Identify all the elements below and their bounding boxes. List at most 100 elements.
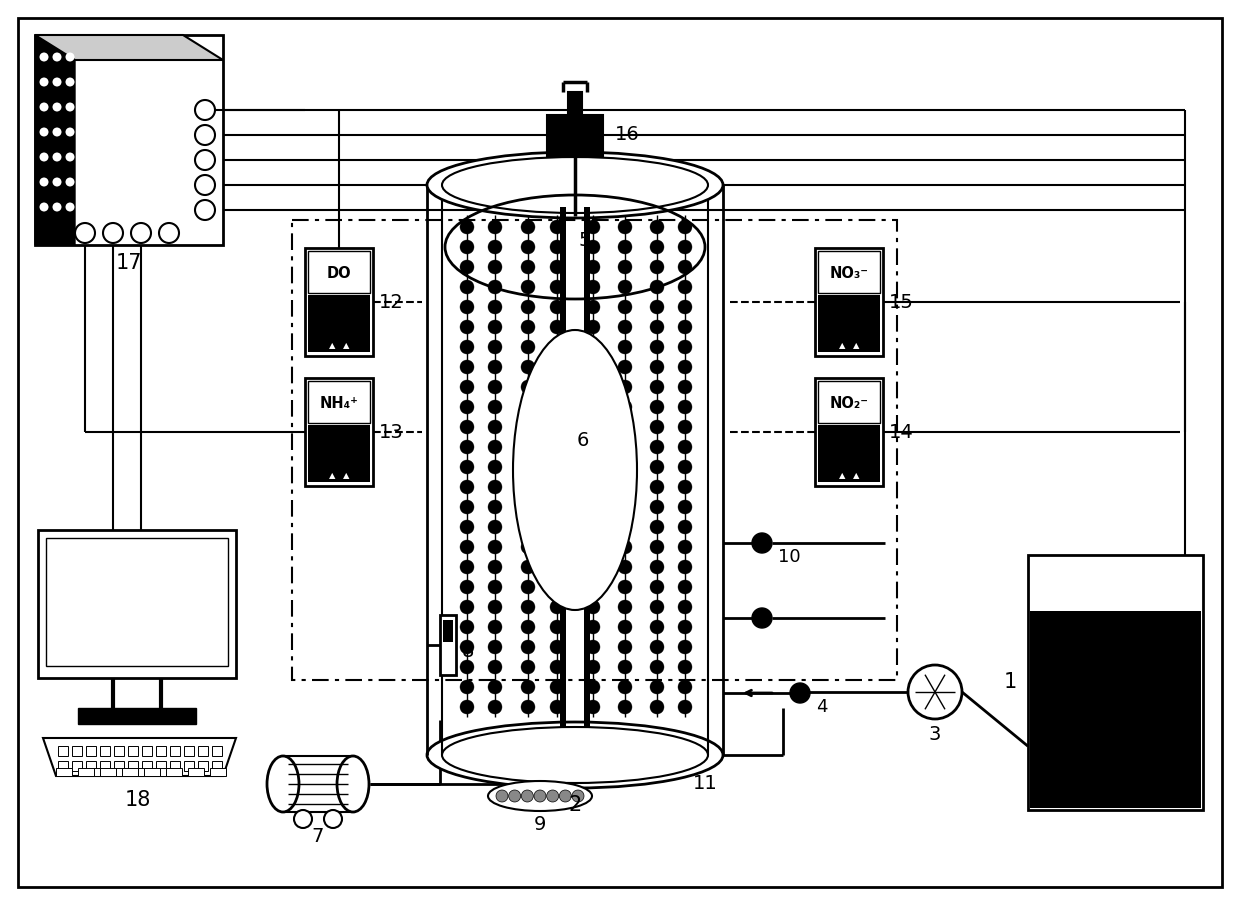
Circle shape	[195, 125, 215, 145]
Circle shape	[551, 440, 564, 454]
Text: ▲: ▲	[853, 341, 859, 350]
Circle shape	[521, 320, 534, 334]
Circle shape	[521, 240, 534, 254]
Circle shape	[460, 260, 474, 274]
Bar	[114, 761, 124, 771]
Circle shape	[460, 680, 474, 694]
Circle shape	[324, 810, 342, 828]
Circle shape	[618, 660, 632, 674]
Bar	[156, 746, 166, 756]
Circle shape	[650, 340, 663, 354]
Circle shape	[551, 380, 564, 394]
Circle shape	[460, 580, 474, 594]
Circle shape	[551, 300, 564, 314]
Ellipse shape	[427, 152, 723, 218]
Bar	[58, 746, 68, 756]
Circle shape	[521, 560, 534, 574]
Circle shape	[551, 240, 564, 254]
Circle shape	[521, 790, 533, 802]
Bar	[100, 768, 117, 776]
Circle shape	[489, 520, 502, 534]
Circle shape	[460, 320, 474, 334]
Circle shape	[66, 78, 74, 87]
Circle shape	[650, 560, 663, 574]
Circle shape	[521, 520, 534, 534]
Circle shape	[40, 128, 48, 137]
Text: ▲: ▲	[853, 472, 859, 481]
Circle shape	[66, 153, 74, 161]
Bar	[170, 761, 180, 771]
Circle shape	[587, 400, 600, 414]
Circle shape	[650, 360, 663, 374]
Bar	[305, 378, 373, 486]
Bar	[128, 746, 138, 756]
Circle shape	[489, 380, 502, 394]
Text: 14: 14	[889, 423, 914, 442]
Circle shape	[618, 540, 632, 554]
Circle shape	[678, 540, 692, 554]
Circle shape	[587, 260, 600, 274]
Ellipse shape	[489, 781, 591, 811]
Circle shape	[678, 660, 692, 674]
Circle shape	[508, 790, 521, 802]
Text: ▲: ▲	[838, 341, 846, 350]
Circle shape	[618, 580, 632, 594]
Text: 5: 5	[579, 231, 591, 250]
Circle shape	[489, 620, 502, 634]
Text: 17: 17	[115, 253, 143, 273]
Circle shape	[587, 440, 600, 454]
Bar	[198, 746, 208, 756]
Circle shape	[52, 52, 62, 62]
Circle shape	[618, 640, 632, 654]
Circle shape	[460, 520, 474, 534]
Circle shape	[195, 175, 215, 195]
Circle shape	[489, 640, 502, 654]
Circle shape	[159, 223, 179, 243]
Bar	[184, 761, 193, 771]
Circle shape	[551, 540, 564, 554]
Circle shape	[650, 280, 663, 294]
Circle shape	[52, 102, 62, 111]
Circle shape	[460, 280, 474, 294]
Circle shape	[460, 700, 474, 714]
Circle shape	[678, 700, 692, 714]
Bar	[210, 768, 226, 776]
Circle shape	[678, 440, 692, 454]
Bar	[443, 620, 453, 642]
Bar	[308, 381, 370, 423]
Bar	[78, 708, 196, 724]
Circle shape	[678, 560, 692, 574]
Bar	[198, 761, 208, 771]
Circle shape	[650, 460, 663, 474]
Circle shape	[551, 360, 564, 374]
Text: 9: 9	[533, 814, 546, 834]
Circle shape	[551, 400, 564, 414]
Bar	[283, 756, 355, 812]
Bar	[440, 615, 456, 675]
Circle shape	[908, 665, 962, 719]
Circle shape	[587, 640, 600, 654]
Circle shape	[489, 540, 502, 554]
Circle shape	[678, 420, 692, 434]
Text: 8: 8	[461, 642, 474, 661]
Circle shape	[618, 380, 632, 394]
Circle shape	[678, 340, 692, 354]
Text: ▲: ▲	[329, 472, 335, 481]
Bar	[114, 746, 124, 756]
Circle shape	[521, 460, 534, 474]
Circle shape	[460, 300, 474, 314]
Circle shape	[521, 620, 534, 634]
Circle shape	[460, 640, 474, 654]
Circle shape	[489, 400, 502, 414]
Bar	[56, 768, 72, 776]
Text: 6: 6	[577, 431, 589, 450]
Circle shape	[751, 608, 773, 628]
Circle shape	[650, 500, 663, 514]
Circle shape	[551, 420, 564, 434]
Circle shape	[678, 260, 692, 274]
Circle shape	[650, 480, 663, 494]
Circle shape	[521, 380, 534, 394]
Circle shape	[587, 280, 600, 294]
Circle shape	[489, 260, 502, 274]
Circle shape	[521, 540, 534, 554]
